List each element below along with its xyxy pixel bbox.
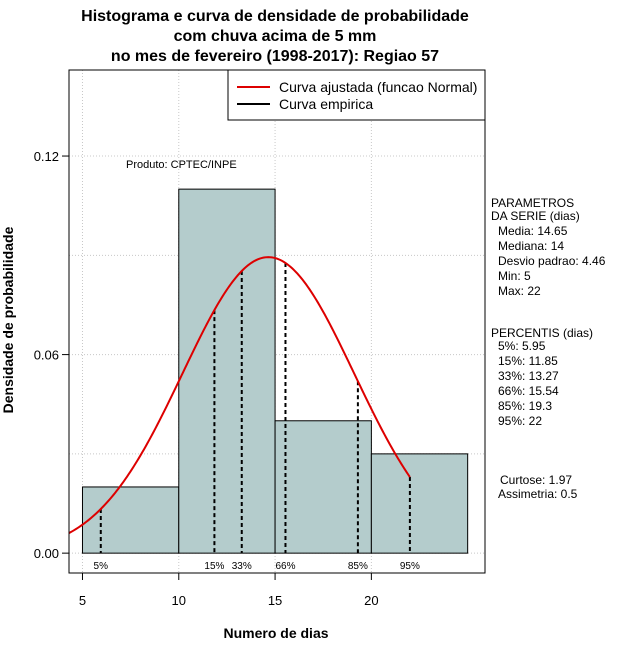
histogram-bar [178, 188, 276, 554]
y-tick-label: 0.12 [34, 149, 59, 164]
param-media: Media: 14.65 [498, 224, 568, 238]
percentil-85: 85%: 19.3 [498, 399, 552, 413]
percentile-label: 5% [94, 561, 109, 572]
chart-title-line-3: no mes de fevereiro (1998-2017): Regiao … [111, 48, 439, 65]
x-tick-label: 20 [364, 593, 378, 608]
histogram-bar [81, 486, 180, 554]
y-axis-title: Densidade de probabilidade [0, 226, 16, 413]
percentil-5: 5%: 5.95 [498, 339, 546, 353]
x-tick-label: 10 [172, 593, 186, 608]
fit-curve-layer [68, 256, 411, 534]
legend-box [227, 69, 486, 121]
parametros-title-1: PARAMETROS [491, 196, 574, 210]
fit-curve-line [68, 256, 411, 534]
legend-fit-label: Curva ajustada (funcao Normal) [279, 79, 477, 95]
side-panel: PARAMETROS DA SERIE (dias) Media: 14.65 … [491, 196, 606, 501]
histogram-bar [274, 420, 372, 554]
y-tick-label: 0.00 [34, 546, 59, 561]
chart-title-line-2: com chuva acima de 5 mm [174, 28, 377, 45]
percentis-title: PERCENTIS (dias) [491, 326, 593, 340]
legend-empirical-label: Curva empirica [279, 96, 373, 112]
param-desvio: Desvio padrao: 4.46 [498, 254, 606, 268]
percentile-lines: 5% 15% 33% 66% 85% 95% [94, 262, 420, 572]
percentile-label: 15% [204, 561, 224, 572]
percentil-95: 95%: 22 [498, 414, 542, 428]
assimetria-value: Assimetria: 0.5 [498, 487, 578, 501]
x-tick-label: 5 [79, 593, 86, 608]
x-axis-title: Numero de dias [223, 625, 328, 641]
param-max: Max: 22 [498, 284, 541, 298]
histogram-bar [370, 453, 469, 554]
param-min: Min: 5 [498, 269, 531, 283]
x-tick-label: 15 [268, 593, 282, 608]
legend: Curva ajustada (funcao Normal) Curva emp… [227, 69, 486, 121]
percentile-label: 33% [232, 561, 252, 572]
curtose-value: Curtose: 1.97 [500, 473, 572, 487]
percentil-66: 66%: 15.54 [498, 384, 559, 398]
percentile-label: 95% [400, 561, 420, 572]
percentile-label: 66% [275, 561, 295, 572]
histogram-bars [81, 188, 469, 554]
percentil-15: 15%: 11.85 [498, 354, 558, 368]
param-mediana: Mediana: 14 [498, 239, 564, 253]
y-tick-label: 0.06 [34, 348, 59, 363]
percentile-label: 85% [348, 561, 368, 572]
product-annotation: Produto: CPTEC/INPE [126, 159, 237, 171]
percentil-33: 33%: 13.27 [498, 369, 559, 383]
parametros-title-2: DA SERIE (dias) [491, 209, 580, 223]
axes: 5 10 15 20 0.00 0.06 0.12 [34, 149, 379, 608]
chart-title-line-1: Histograma e curva de densidade de proba… [81, 8, 469, 25]
